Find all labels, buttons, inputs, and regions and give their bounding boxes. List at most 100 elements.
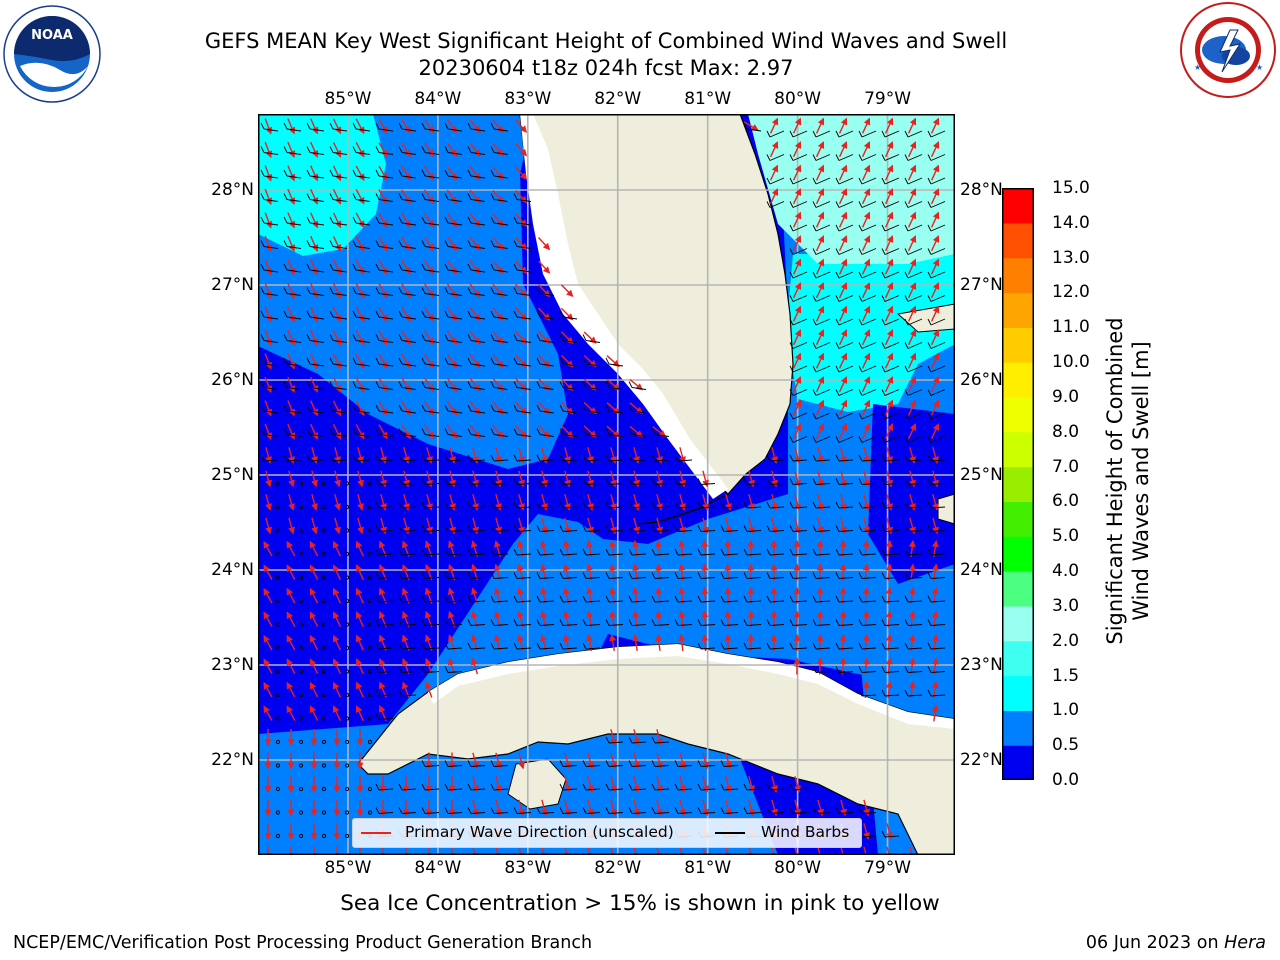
wind-barb bbox=[697, 642, 716, 650]
wind-barb bbox=[605, 454, 624, 462]
wind-barb bbox=[628, 783, 647, 791]
wind-barb bbox=[789, 318, 808, 326]
wind-barb bbox=[329, 404, 348, 414]
wind-barb-calm bbox=[275, 504, 281, 510]
lon-label-top: 85°W bbox=[324, 89, 372, 109]
wind-barb bbox=[858, 154, 877, 161]
wind-barb-calm bbox=[321, 669, 327, 674]
wind-barb bbox=[513, 595, 532, 603]
wave-arrow bbox=[332, 611, 342, 627]
wave-arrow bbox=[815, 305, 825, 322]
wind-barb bbox=[283, 146, 302, 155]
wind-barb bbox=[490, 783, 509, 791]
wave-arrow bbox=[449, 470, 456, 488]
wind-barb bbox=[881, 642, 900, 650]
wind-barb bbox=[812, 436, 831, 443]
wind-barb bbox=[927, 318, 946, 326]
wind-barb bbox=[375, 713, 394, 720]
wind-barb bbox=[444, 572, 463, 579]
wind-barb bbox=[536, 310, 555, 320]
wave-arrow bbox=[517, 610, 524, 628]
wind-barb bbox=[283, 428, 302, 437]
wave-arrow bbox=[884, 352, 894, 369]
wind-barb bbox=[628, 428, 647, 437]
wind-barb bbox=[789, 478, 808, 485]
wave-arrow bbox=[265, 517, 272, 535]
wind-barb bbox=[283, 122, 302, 132]
lat-label-left: 25°N bbox=[211, 465, 254, 485]
wind-barb bbox=[513, 263, 532, 273]
wave-arrow bbox=[424, 424, 435, 440]
wave-arrow bbox=[311, 447, 318, 464]
wind-barb bbox=[812, 295, 831, 302]
wave-arrow bbox=[424, 634, 433, 651]
lon-label-top: 79°W bbox=[864, 89, 912, 109]
wind-barb bbox=[927, 295, 946, 302]
wind-barb bbox=[398, 146, 417, 155]
wave-arrow bbox=[863, 470, 870, 488]
wave-arrow bbox=[332, 141, 342, 158]
wave-arrow bbox=[355, 540, 364, 557]
wave-arrow bbox=[494, 610, 501, 628]
wind-barb bbox=[490, 428, 509, 437]
florida-keys bbox=[637, 493, 729, 525]
wind-barb-calm bbox=[275, 528, 281, 533]
wind-barb bbox=[260, 310, 279, 320]
wave-arrow bbox=[886, 517, 893, 535]
wind-barb bbox=[329, 240, 348, 249]
wind-barb bbox=[697, 783, 716, 791]
wind-barb bbox=[858, 271, 877, 279]
wave-arrow bbox=[792, 258, 802, 275]
wind-barb bbox=[904, 412, 923, 420]
wind-barb bbox=[881, 318, 900, 326]
lat-label-right: 26°N bbox=[960, 370, 1003, 390]
wave-arrow bbox=[792, 235, 802, 252]
wind-barb-calm bbox=[344, 481, 350, 486]
wave-arrow bbox=[886, 470, 893, 488]
wave-arrow bbox=[424, 259, 435, 275]
wind-barb bbox=[904, 478, 923, 485]
wind-barb bbox=[306, 263, 325, 273]
wind-barb bbox=[467, 548, 486, 556]
wind-barb bbox=[536, 404, 555, 414]
wave-arrow bbox=[769, 117, 779, 134]
wind-barb bbox=[398, 454, 417, 462]
wind-barb bbox=[789, 548, 808, 556]
wind-barb bbox=[927, 689, 946, 697]
wind-barb bbox=[628, 404, 647, 414]
wave-arrow bbox=[310, 259, 319, 276]
wind-barb bbox=[490, 122, 509, 132]
colorbar-band bbox=[1002, 362, 1034, 398]
wave-arrow bbox=[265, 447, 272, 464]
wind-barb bbox=[766, 478, 785, 485]
wave-arrow bbox=[449, 517, 456, 535]
wind-barb bbox=[881, 689, 900, 697]
wind-barb bbox=[881, 436, 900, 443]
wind-barb bbox=[904, 525, 923, 532]
wave-arrow bbox=[838, 141, 848, 158]
wind-barb bbox=[881, 666, 900, 673]
wave-arrow bbox=[515, 166, 528, 180]
wave-arrow bbox=[633, 470, 640, 488]
wind-barb bbox=[766, 783, 785, 791]
wind-barb bbox=[283, 193, 302, 202]
wave-arrow bbox=[840, 517, 847, 535]
wind-barb bbox=[904, 689, 923, 697]
wind-barb bbox=[881, 177, 900, 185]
wave-arrow bbox=[380, 470, 387, 488]
wind-barb bbox=[835, 666, 854, 673]
wind-barb bbox=[697, 478, 716, 485]
wind-barb bbox=[835, 154, 854, 161]
wind-barb bbox=[835, 224, 854, 232]
wind-barb bbox=[697, 525, 716, 532]
wind-barb bbox=[789, 501, 808, 509]
wind-barb bbox=[352, 263, 371, 273]
wave-arrow bbox=[334, 470, 341, 488]
wind-barb bbox=[329, 381, 348, 390]
wind-barb bbox=[375, 146, 394, 155]
colorbar-band bbox=[1002, 745, 1034, 780]
wave-arrow bbox=[587, 517, 594, 535]
wave-arrow bbox=[264, 165, 273, 182]
wind-barb bbox=[812, 595, 831, 603]
wave-arrow bbox=[815, 211, 825, 228]
